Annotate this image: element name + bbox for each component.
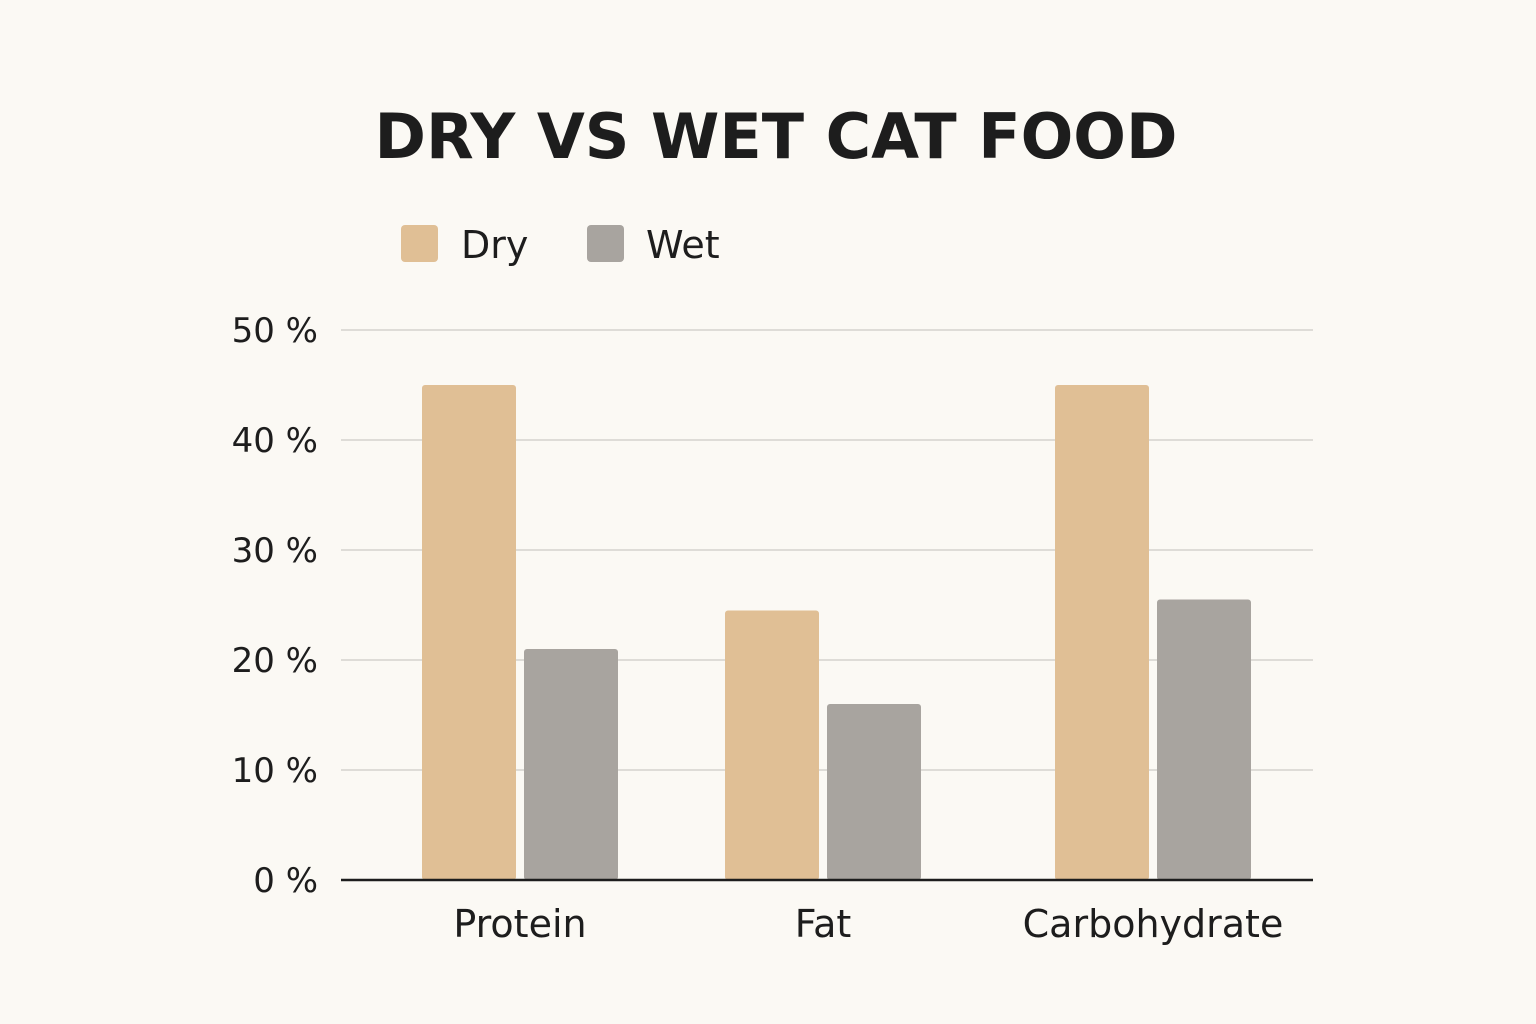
y-tick-label: 20 % [232,641,318,681]
y-tick-label: 0 % [253,861,318,901]
bar-dry-carbohydrate [1055,385,1149,880]
legend-swatch-wet [587,225,624,262]
bar-dry-fat [725,610,819,880]
x-category-label: Protein [453,902,586,946]
y-tick-label: 30 % [232,531,318,571]
legend-swatch-dry [401,225,438,262]
y-tick-label: 10 % [232,751,318,791]
bar-wet-carbohydrate [1157,599,1251,880]
x-category-label: Fat [795,902,852,946]
y-axis-ticks: 0 % 10 % 20 % 30 % 40 % 50 % [232,311,318,901]
chart-title: DRY VS WET CAT FOOD [375,100,1178,173]
x-axis-categories: Protein Fat Carbohydrate [453,902,1283,946]
bar-wet-protein [524,649,618,880]
x-category-label: Carbohydrate [1023,902,1284,946]
legend-label-wet: Wet [646,223,720,267]
bars [422,385,1251,880]
bar-dry-protein [422,385,516,880]
bar-wet-fat [827,704,921,880]
legend-label-dry: Dry [461,223,528,267]
y-tick-label: 50 % [232,311,318,351]
y-tick-label: 40 % [232,421,318,461]
legend: Dry Wet [401,223,720,267]
